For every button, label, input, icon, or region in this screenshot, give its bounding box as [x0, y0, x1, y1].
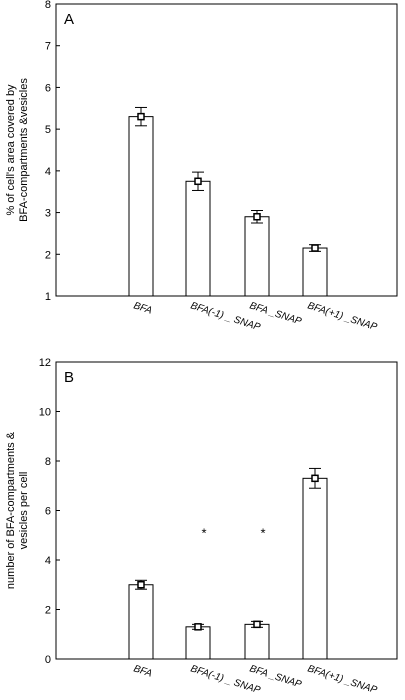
bar	[244, 623, 270, 660]
y-tick-label: 2	[45, 605, 51, 617]
plot-frame	[55, 3, 398, 297]
mean-marker	[311, 474, 319, 483]
y-tick-label: 8	[45, 0, 51, 11]
y-tick-label: 3	[45, 208, 51, 220]
mean-marker	[311, 244, 319, 252]
y-axis-label-line: % of cell's area covered by	[5, 84, 17, 216]
x-tick-label: BFA(+1) _SNAP	[306, 663, 379, 696]
x-tick-label: BFA	[132, 663, 154, 679]
y-tick-label: 4	[45, 166, 51, 178]
bar	[128, 584, 154, 660]
bar	[302, 477, 328, 660]
mean-marker	[137, 112, 145, 121]
y-tick-label: 12	[39, 357, 51, 369]
y-tick-label: 6	[45, 82, 51, 94]
x-tick-label: BFA	[132, 300, 154, 316]
bar	[185, 626, 211, 660]
y-tick-label: 1	[45, 291, 51, 303]
significance-marker: *	[260, 526, 265, 541]
bar	[244, 216, 270, 297]
y-axis-label: number of BFA-compartments &vesicles per…	[5, 431, 30, 589]
y-tick-label: 5	[45, 124, 51, 136]
y-tick-label: 4	[45, 555, 51, 567]
mean-marker	[253, 212, 261, 221]
mean-marker	[137, 581, 145, 589]
bar	[128, 116, 154, 297]
mean-marker	[253, 620, 261, 629]
panel-label: B	[64, 369, 74, 386]
y-axis-label-line: number of BFA-compartments &	[5, 431, 17, 589]
mean-marker	[194, 623, 202, 631]
y-axis-label-line: BFA-compartments &vesicles	[18, 78, 30, 222]
significance-marker: *	[201, 526, 206, 541]
mean-marker	[194, 177, 202, 186]
bar	[302, 247, 328, 297]
y-axis-label-line: vesicles per cell	[18, 472, 30, 550]
chart-panel-a: 1 2 3 4 5 6 7 8 A % of cell's area covered byBFA-…	[5, 0, 398, 333]
y-axis-label: % of cell's area covered byBFA-compartme…	[5, 78, 30, 222]
bar	[185, 180, 211, 297]
plot-frame	[55, 361, 398, 660]
panel-label: A	[64, 11, 74, 28]
x-tick-label: BFA(+1) _SNAP	[306, 300, 379, 333]
y-tick-label: 7	[45, 41, 51, 53]
y-tick-label: 10	[39, 407, 51, 419]
y-tick-label: 8	[45, 456, 51, 468]
y-tick-label: 6	[45, 506, 51, 518]
y-tick-label: 0	[45, 654, 51, 666]
y-tick-label: 2	[45, 249, 51, 261]
